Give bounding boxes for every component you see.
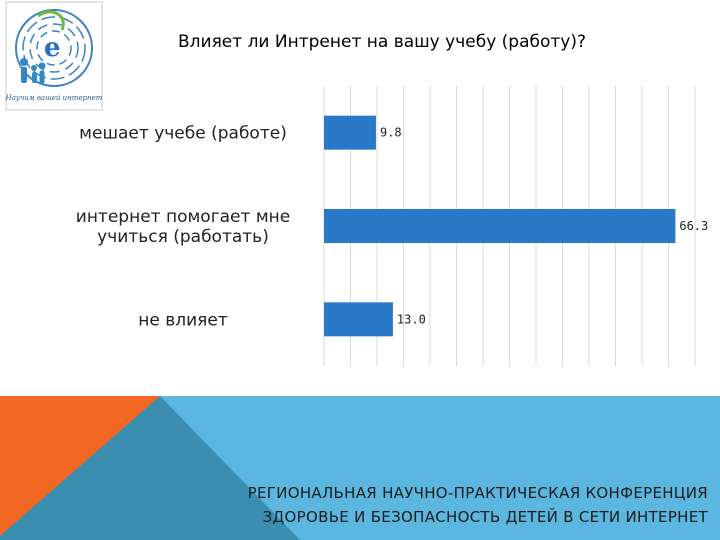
bar	[324, 302, 393, 337]
data-label: 13.0	[397, 312, 426, 326]
category-label: мешает учебе (работе)	[79, 124, 287, 144]
logo-e-letter-icon: e	[44, 33, 61, 63]
category-label: не влияет	[138, 310, 228, 330]
bar-chart: Влияет ли Интренет на вашу учебу (работу…	[76, 32, 708, 366]
footer-line-1: РЕГИОНАЛЬНАЯ НАУЧНО-ПРАКТИЧЕСКАЯ КОНФЕРЕ…	[247, 484, 708, 502]
footer-line-2: ЗДОРОВЬЕ И БЕЗОПАСНОСТЬ ДЕТЕЙ В СЕТИ ИНТ…	[262, 508, 708, 526]
bar	[324, 209, 676, 243]
logo-caption: Научим вашей интернет	[5, 94, 103, 102]
conference-logo: e Научим вашей интернет	[5, 1, 103, 111]
family-figures-icon	[20, 58, 46, 84]
data-label: 9.8	[380, 126, 402, 140]
category-label: интернет помогает мне	[76, 207, 290, 227]
category-label: учиться (работать)	[97, 227, 269, 247]
bar	[324, 115, 376, 150]
chart-title: Влияет ли Интренет на вашу учебу (работу…	[178, 32, 586, 52]
data-label: 66.3	[679, 219, 708, 233]
footer-banner	[0, 396, 720, 540]
